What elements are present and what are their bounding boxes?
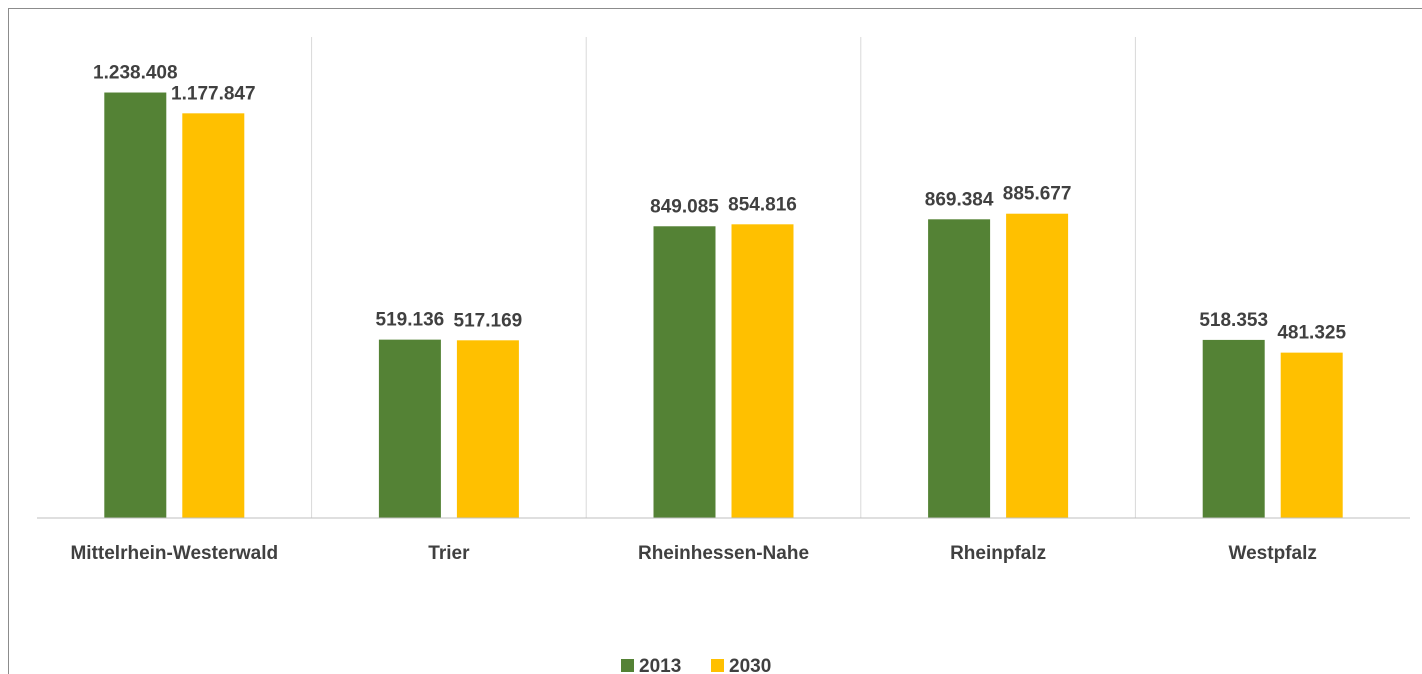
data-label: 518.353 <box>1199 310 1268 331</box>
x-tick-label: Rheinhessen-Nahe <box>637 543 810 564</box>
data-label: 885.677 <box>1003 184 1072 205</box>
x-tick-label: Trier <box>428 543 470 564</box>
data-label: 517.169 <box>454 310 523 331</box>
x-tick-label: Westpfalz <box>1228 543 1317 564</box>
bar <box>653 226 716 518</box>
data-label: 849.085 <box>650 196 719 217</box>
bar <box>1006 213 1069 519</box>
legend-label: 2030 <box>729 656 771 674</box>
bar <box>1280 352 1343 518</box>
legend-swatch <box>621 659 634 672</box>
data-label: 1.177.847 <box>171 83 256 104</box>
bar <box>731 224 794 519</box>
data-label: 519.136 <box>376 310 445 331</box>
bar <box>928 219 991 518</box>
bar <box>378 339 441 518</box>
x-tick-label: Rheinpfalz <box>950 543 1047 564</box>
bar <box>182 113 245 518</box>
data-label: 854.816 <box>728 194 797 215</box>
x-tick-label: Mittelrhein-Westerwald <box>70 543 279 564</box>
bar <box>1202 339 1265 518</box>
bar <box>456 340 519 518</box>
data-label: 1.238.408 <box>93 63 178 84</box>
data-label: 481.325 <box>1277 323 1346 344</box>
data-label: 869.384 <box>925 189 994 210</box>
legend-label: 2013 <box>639 656 681 674</box>
bar <box>104 92 167 518</box>
chart-frame <box>8 8 1422 674</box>
legend-swatch <box>711 659 724 672</box>
